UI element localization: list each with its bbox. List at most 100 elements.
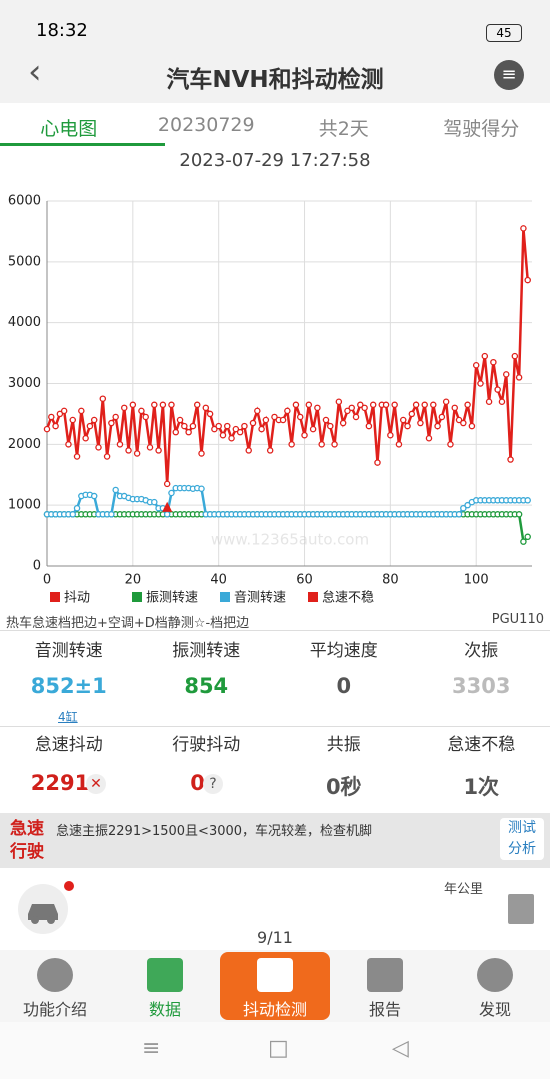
sys-back[interactable]: ◁ bbox=[392, 1036, 409, 1061]
nav-label[interactable]: 发现 bbox=[478, 1000, 511, 1019]
sys-home[interactable]: □ bbox=[268, 1036, 289, 1061]
data-point bbox=[108, 511, 115, 518]
data-point bbox=[162, 501, 173, 512]
data-point bbox=[395, 441, 403, 448]
timestamp: 2023-07-29 17:27:58 bbox=[179, 150, 371, 171]
tab[interactable]: 驾驶得分 bbox=[443, 118, 520, 140]
data-point bbox=[408, 410, 416, 418]
y-tick-label: 6000 bbox=[8, 194, 41, 209]
data-point bbox=[279, 416, 287, 424]
y-tick-label: 5000 bbox=[8, 254, 41, 269]
data-point bbox=[241, 422, 248, 430]
tab[interactable]: 心电图 bbox=[40, 118, 98, 140]
data-point bbox=[232, 425, 240, 433]
stat-note[interactable]: 4缸 bbox=[58, 710, 78, 724]
data-point bbox=[48, 413, 55, 421]
badge bbox=[64, 881, 74, 891]
data-point bbox=[151, 401, 158, 409]
nav-icon[interactable] bbox=[257, 958, 293, 992]
tab[interactable]: 共2天 bbox=[318, 118, 369, 140]
data-point bbox=[266, 447, 274, 454]
chart: 0 1000 2000 3000 4000 5000 6000 0 20 40 60 80 100 www… bbox=[8, 194, 532, 606]
system-nav: ≡ □ ◁ bbox=[0, 1022, 550, 1079]
tab[interactable]: 20230729 bbox=[157, 114, 255, 136]
sys-menu[interactable]: ≡ bbox=[142, 1036, 161, 1061]
data-point bbox=[485, 398, 493, 405]
nav-icon[interactable] bbox=[37, 958, 73, 992]
data-point bbox=[391, 401, 398, 409]
data-point bbox=[159, 401, 167, 409]
data-point bbox=[99, 395, 107, 402]
nav-label[interactable]: 抖动检测 bbox=[242, 1000, 307, 1019]
car-icon[interactable] bbox=[18, 884, 68, 934]
status-time: 18:32 bbox=[36, 20, 88, 41]
banner-tag: 急速 行驶 bbox=[10, 818, 44, 864]
nav-icon[interactable] bbox=[147, 958, 183, 992]
data-point bbox=[155, 447, 162, 454]
data-point bbox=[69, 416, 77, 424]
stat-label: 次振 bbox=[464, 641, 499, 661]
data-point bbox=[206, 410, 214, 418]
stat-label: 共振 bbox=[326, 735, 361, 755]
analysis-button[interactable]: 测试 分析 bbox=[500, 818, 544, 860]
data-point bbox=[224, 422, 231, 430]
data-point bbox=[468, 422, 476, 430]
legend-swatch bbox=[308, 592, 318, 602]
nav-label[interactable]: 数据 bbox=[148, 1000, 181, 1019]
data-point bbox=[464, 501, 471, 509]
stat-value: 2291 bbox=[30, 771, 90, 795]
nav-label[interactable]: 报告 bbox=[368, 1000, 401, 1019]
data-point bbox=[455, 416, 463, 424]
stat-label: 平均速度 bbox=[309, 641, 378, 661]
data-point bbox=[193, 401, 201, 409]
data-point bbox=[387, 431, 394, 439]
legend-label: 抖动 bbox=[64, 591, 90, 606]
data-point bbox=[369, 401, 377, 409]
y-tick-label: 0 bbox=[33, 559, 41, 574]
data-point bbox=[498, 398, 506, 405]
header-bg bbox=[0, 0, 550, 103]
data-point bbox=[189, 422, 197, 430]
data-point bbox=[56, 410, 64, 418]
data-point bbox=[464, 401, 471, 409]
data-point bbox=[455, 511, 463, 518]
nav-icon[interactable] bbox=[477, 958, 513, 992]
stat-value: 0 bbox=[190, 771, 205, 795]
y-tick-label: 1000 bbox=[8, 498, 41, 513]
data-point bbox=[176, 416, 184, 424]
data-point bbox=[421, 401, 428, 409]
data-point bbox=[502, 371, 510, 378]
data-point bbox=[116, 441, 124, 448]
data-point bbox=[494, 386, 501, 393]
nav-icon[interactable] bbox=[367, 958, 403, 992]
tab-underline bbox=[0, 143, 165, 146]
banner bbox=[0, 813, 550, 868]
data-point bbox=[168, 489, 175, 497]
x-tick-label: 100 bbox=[464, 573, 489, 588]
data-point bbox=[112, 413, 119, 421]
data-point bbox=[254, 407, 261, 415]
help-icon[interactable]: ? bbox=[203, 774, 223, 794]
data-point bbox=[361, 404, 368, 412]
data-point bbox=[202, 404, 210, 412]
data-point bbox=[125, 447, 132, 454]
series-line bbox=[47, 486, 528, 518]
stat-label: 行驶抖动 bbox=[172, 735, 241, 755]
stat-value: 1次 bbox=[463, 775, 500, 799]
data-point bbox=[331, 441, 338, 448]
data-point bbox=[60, 407, 68, 415]
trash-icon[interactable] bbox=[508, 894, 534, 924]
data-point bbox=[335, 398, 343, 405]
data-point bbox=[73, 504, 81, 512]
data-point bbox=[352, 413, 360, 421]
menu-button[interactable]: ≡ bbox=[494, 60, 524, 90]
stat-value: 3303 bbox=[452, 674, 511, 698]
nav-label[interactable]: 功能介绍 bbox=[22, 1000, 87, 1019]
data-point bbox=[163, 511, 171, 518]
data-point bbox=[515, 374, 523, 381]
data-point bbox=[121, 404, 128, 412]
data-point bbox=[442, 398, 450, 405]
data-point bbox=[417, 419, 424, 427]
back-button[interactable]: ‹ bbox=[28, 52, 42, 92]
